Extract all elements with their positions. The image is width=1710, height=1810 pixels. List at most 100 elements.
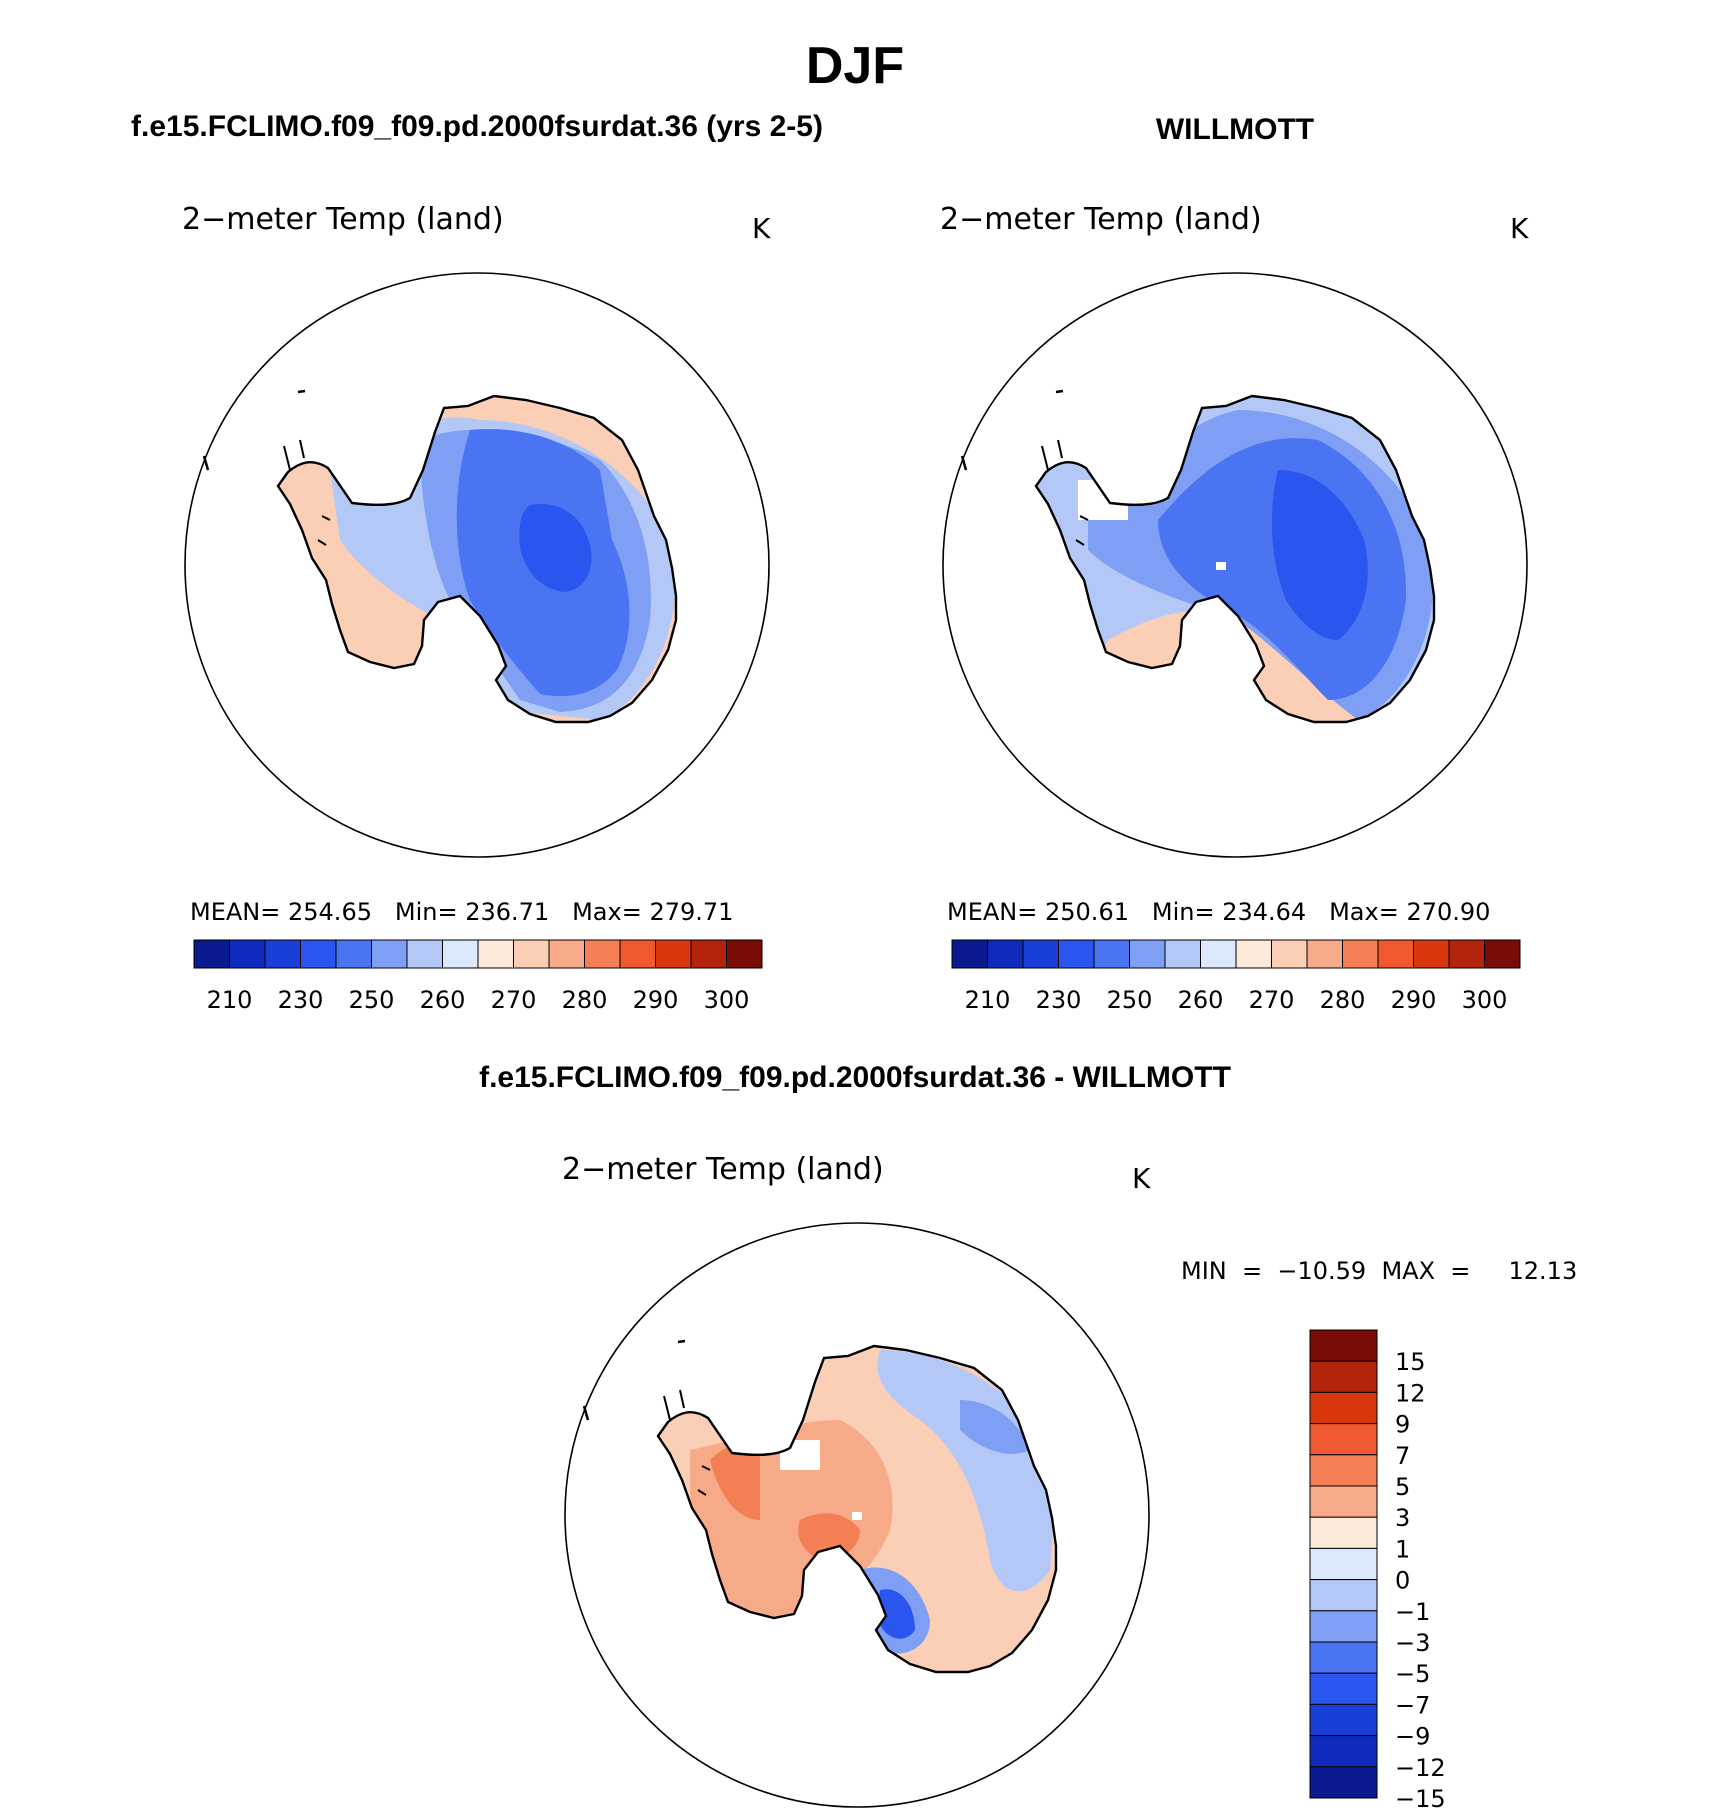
- diff-colorbar-swatch: [1309, 1360, 1378, 1393]
- obs-stats: MEAN= 250.61 Min= 234.64 Max= 270.90: [947, 898, 1491, 926]
- diff-colorbar-swatch: [1309, 1735, 1378, 1768]
- obs-colorbar-tick-label: 300: [1462, 986, 1508, 1014]
- model-colorbar-swatch: [264, 939, 301, 969]
- model-colorbar-swatch: [193, 939, 230, 969]
- diff-colorbar-swatch: [1309, 1766, 1378, 1799]
- obs-island: [1055, 389, 1064, 394]
- model-colorbar-swatch: [548, 939, 585, 969]
- diff-colorbar-tick-label: −15: [1395, 1785, 1446, 1810]
- diff-colorbar-swatch: [1309, 1423, 1378, 1456]
- obs-colorbar-tick-label: 210: [965, 986, 1011, 1014]
- obs-colorbar-swatch: [1448, 939, 1485, 969]
- obs-panel-header: WILLMOTT: [1155, 113, 1315, 146]
- model-colorbar-swatch: [690, 939, 727, 969]
- model-stats: MEAN= 254.65 Min= 236.71 Max= 279.71: [190, 898, 734, 926]
- model-colorbar-tick-label: 270: [491, 986, 537, 1014]
- model-colorbar-tick-label: 300: [704, 986, 750, 1014]
- obs-colorbar-swatch: [1342, 939, 1379, 969]
- diff-colorbar-tick-label: −1: [1395, 1598, 1430, 1626]
- obs-colorbar-swatch: [1235, 939, 1272, 969]
- diff-colorbar: 15 12 9 7 5 3 1 0 −1 −3 −5 −7 −9 −12 −15: [1309, 1329, 1446, 1810]
- diff-panel-header: f.e15.FCLIMO.f09_f09.pd.2000fsurdat.36 -…: [479, 1061, 1231, 1094]
- obs-colorbar-swatch: [1306, 939, 1343, 969]
- obs-colorbar: 210 230 250 260 270 280 290 300: [951, 939, 1521, 1014]
- obs-colorbar-swatch: [1484, 939, 1521, 969]
- diff-colorbar-tick-label: 7: [1395, 1442, 1410, 1470]
- diff-minmax: MIN = −10.59 MAX = 12.13: [1181, 1257, 1578, 1285]
- model-colorbar-swatch: [300, 939, 337, 969]
- model-colorbar-swatch: [335, 939, 372, 969]
- model-units-label: K: [752, 212, 771, 245]
- diff-colorbar-tick-label: −5: [1395, 1660, 1430, 1688]
- diff-colorbar-swatch: [1309, 1454, 1378, 1487]
- model-colorbar-swatch: [726, 939, 763, 969]
- obs-colorbar-tick-label: 270: [1249, 986, 1295, 1014]
- model-colorbar-swatch: [655, 939, 692, 969]
- obs-colorbar-tick-label: 290: [1391, 986, 1437, 1014]
- model-colorbar-tick-label: 260: [420, 986, 466, 1014]
- model-colorbar: 210 230 250 260 270 280 290 300: [193, 939, 763, 1014]
- model-map: [184, 272, 770, 858]
- obs-colorbar-swatch: [1271, 939, 1308, 969]
- diff-colorbar-tick-label: 0: [1395, 1567, 1410, 1595]
- diff-peninsula-islands: [663, 1389, 711, 1496]
- diff-colorbar-swatch: [1309, 1579, 1378, 1612]
- obs-colorbar-swatch: [1058, 939, 1095, 969]
- diff-colorbar-swatch: [1309, 1391, 1378, 1425]
- obs-colorbar-swatch: [1093, 939, 1130, 969]
- model-colorbar-tick-label: 280: [562, 986, 608, 1014]
- diff-colorbar-tick-label: −9: [1395, 1723, 1430, 1751]
- model-colorbar-swatch: [371, 939, 408, 969]
- diff-colorbar-tick-label: 5: [1395, 1473, 1410, 1501]
- obs-south-america-tip: [960, 455, 968, 471]
- obs-colorbar-swatch: [1413, 939, 1450, 969]
- model-peninsula-islands: [283, 439, 331, 546]
- diff-south-america-tip: [582, 1405, 590, 1421]
- model-panel-header: f.e15.FCLIMO.f09_f09.pd.2000fsurdat.36 (…: [131, 110, 823, 143]
- model-colorbar-swatch: [513, 939, 550, 969]
- model-colorbar-tick-label: 250: [349, 986, 395, 1014]
- model-south-america-tip: [202, 455, 210, 471]
- diff-colorbar-swatch: [1309, 1641, 1378, 1674]
- obs-variable-label: 2−meter Temp (land): [940, 202, 1262, 237]
- obs-colorbar-swatch: [987, 939, 1024, 969]
- model-colorbar-swatch: [477, 939, 514, 969]
- diff-variable-label: 2−meter Temp (land): [562, 1152, 884, 1187]
- diff-colorbar-tick-label: 9: [1395, 1411, 1410, 1439]
- obs-map: [942, 272, 1528, 858]
- diff-colorbar-swatch: [1309, 1329, 1378, 1362]
- diff-colorbar-tick-label: 3: [1395, 1504, 1410, 1532]
- model-colorbar-swatch: [229, 939, 266, 969]
- obs-colorbar-tick-label: 230: [1036, 986, 1082, 1014]
- diff-colorbar-swatch: [1309, 1610, 1378, 1643]
- obs-colorbar-tick-label: 280: [1320, 986, 1366, 1014]
- diff-colorbar-tick-label: 15: [1395, 1348, 1426, 1376]
- obs-colorbar-swatch: [1200, 939, 1237, 969]
- diff-colorbar-tick-label: −12: [1395, 1754, 1446, 1782]
- obs-colorbar-tick-label: 250: [1107, 986, 1153, 1014]
- obs-colorbar-swatch: [1022, 939, 1059, 969]
- diff-colorbar-tick-label: −3: [1395, 1629, 1430, 1657]
- diff-map: [564, 1222, 1150, 1808]
- model-colorbar-tick-label: 210: [207, 986, 253, 1014]
- model-colorbar-tick-label: 290: [633, 986, 679, 1014]
- model-colorbar-swatch: [619, 939, 656, 969]
- diff-colorbar-tick-label: −7: [1395, 1691, 1430, 1719]
- model-colorbar-swatch: [406, 939, 443, 969]
- obs-colorbar-swatch: [951, 939, 988, 969]
- diff-colorbar-swatch: [1309, 1703, 1378, 1737]
- obs-peninsula-islands: [1041, 439, 1089, 546]
- model-island: [297, 389, 306, 394]
- diff-colorbar-swatch: [1309, 1672, 1378, 1705]
- model-colorbar-tick-label: 230: [278, 986, 324, 1014]
- obs-colorbar-swatch: [1164, 939, 1201, 969]
- diff-colorbar-swatch: [1309, 1516, 1378, 1549]
- diff-island: [677, 1339, 686, 1344]
- model-variable-label: 2−meter Temp (land): [182, 202, 504, 237]
- obs-colorbar-swatch: [1129, 939, 1166, 969]
- diff-colorbar-swatch: [1309, 1547, 1378, 1581]
- model-colorbar-swatch: [442, 939, 479, 969]
- diff-colorbar-tick-label: 12: [1395, 1379, 1426, 1407]
- figure-title: DJF: [805, 37, 905, 95]
